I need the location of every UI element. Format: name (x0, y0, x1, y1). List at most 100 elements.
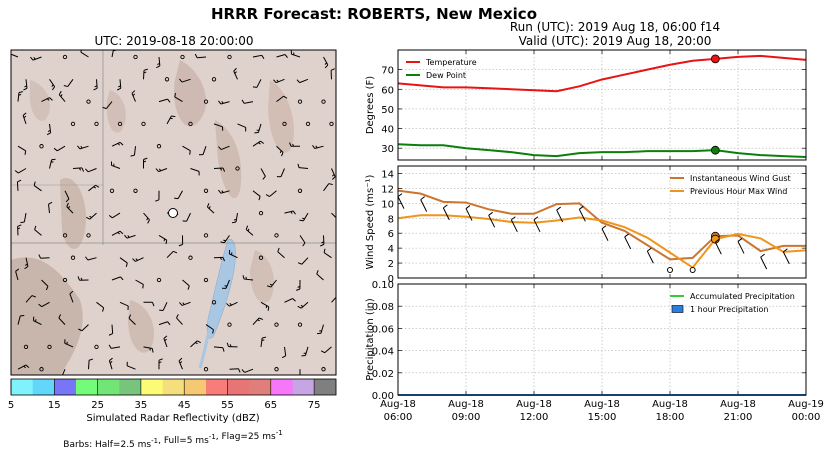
barb-shaft (284, 210, 294, 214)
barb-shaft (158, 56, 161, 67)
barb-shaft (275, 78, 285, 84)
calm-circle (141, 121, 146, 127)
wind-barb (624, 236, 632, 250)
barb-flag (34, 225, 37, 230)
barb-half-flag (79, 167, 81, 171)
barb-half-flag (25, 263, 28, 266)
barb-half-flag (158, 361, 162, 364)
colorbar-label: Simulated Radar Reflectivity (dBZ) (86, 413, 259, 424)
series-line-1 (397, 189, 806, 261)
barb-flag (24, 150, 27, 155)
barb-shaft (111, 276, 121, 281)
barb-shaft (25, 295, 33, 303)
barb-shaft (111, 324, 114, 334)
barb-flag (324, 64, 329, 69)
barb-shaft (80, 51, 89, 58)
barb-shaft (119, 79, 122, 89)
barb-flag (292, 210, 296, 215)
barb-flag (48, 201, 53, 205)
colorbar-tick-label: 5 (8, 400, 14, 411)
wind-barb (556, 209, 564, 223)
calm-circle (305, 121, 311, 127)
barb-shaft (162, 302, 168, 311)
calm-circle (329, 121, 334, 127)
barb-shaft (41, 301, 50, 308)
y-tick-label: 4 (388, 244, 394, 255)
barb-shaft (17, 168, 27, 174)
barb-flag (108, 344, 112, 349)
barb-shaft (220, 101, 230, 105)
barb-shaft (331, 296, 336, 303)
barb-shaft (41, 279, 49, 287)
barb-shaft (302, 212, 309, 222)
barb-shaft (17, 145, 26, 152)
x-tick-label-time: 09:00 (452, 412, 481, 423)
barb-half-flag (247, 228, 250, 232)
calm-circle (203, 367, 209, 372)
barb-shaft (181, 78, 191, 83)
barb-flag (218, 189, 222, 194)
series-line-1 (397, 54, 807, 93)
barb-flag (81, 167, 85, 172)
x-tick-label-date: Aug-18 (380, 399, 416, 410)
barb-flag (31, 295, 36, 298)
barb-shaft (17, 364, 27, 370)
y-tick-label: 10 (381, 199, 394, 210)
calm-circle (203, 99, 209, 104)
barb-shaft (269, 190, 277, 197)
calm-circle (109, 188, 115, 193)
barb-shaft (158, 321, 168, 326)
barb-flag (151, 348, 154, 353)
colorbar-segment (119, 379, 142, 395)
calm-circle (258, 255, 264, 260)
calm-circle (282, 121, 287, 127)
colorbar-tick-label: 15 (48, 400, 61, 411)
calm-circle (70, 121, 76, 127)
calm-circle (70, 255, 76, 260)
barb-shaft (220, 190, 230, 194)
radar-map (11, 50, 336, 375)
barb-half-flag (290, 211, 293, 214)
barb-shaft (252, 140, 261, 147)
y-axis-label: Precipitation (in) (365, 298, 376, 381)
barb-shaft (49, 123, 52, 133)
barb-half-flag (276, 79, 279, 83)
barb-half-flag (60, 94, 63, 97)
calm-circle (164, 77, 170, 82)
calm-marker (667, 267, 673, 273)
wind-barb (601, 228, 609, 241)
barb-shaft (133, 146, 136, 156)
wind-barb-flag (533, 216, 539, 221)
calm-circle (258, 210, 264, 216)
barb-shaft (57, 145, 66, 152)
barb-shaft (205, 324, 214, 331)
y-tick-label: 0.10 (372, 280, 394, 291)
wind-barb (420, 199, 428, 212)
barb-shaft (158, 234, 167, 241)
barb-shaft (88, 184, 96, 192)
barb-flag (194, 53, 198, 58)
barb-flag (88, 358, 94, 361)
barb-shaft (33, 185, 42, 192)
y-tick-label: 0.08 (372, 302, 394, 313)
barb-half-flag (117, 143, 121, 146)
barb-flag (167, 321, 171, 326)
barb-shaft (17, 92, 20, 102)
calm-circle (203, 233, 209, 238)
barb-shaft (111, 346, 121, 349)
barb-half-flag (195, 342, 198, 345)
map-frame (10, 49, 337, 376)
barb-shaft (143, 70, 145, 80)
barb-shaft (64, 342, 74, 348)
barb-flag (284, 54, 288, 59)
wind-barb (465, 208, 473, 221)
barb-flag (49, 97, 53, 101)
barb-shaft (299, 78, 309, 84)
barb-flag (222, 347, 225, 352)
x-tick-label-time: 15:00 (588, 412, 617, 423)
barb-shaft (108, 360, 113, 370)
colorbar-segment (97, 379, 120, 395)
superscript: -1 (151, 437, 158, 445)
barb-flag (25, 364, 30, 369)
